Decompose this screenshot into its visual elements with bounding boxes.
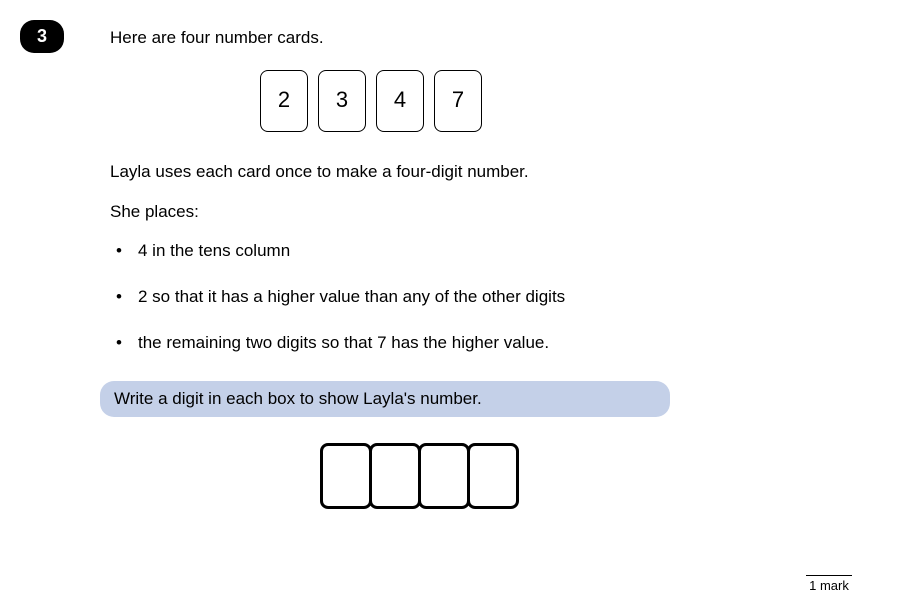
context-line-2: She places: xyxy=(110,200,800,224)
clue-item: 4 in the tens column xyxy=(110,239,800,263)
answer-box[interactable] xyxy=(320,443,372,509)
number-card: 4 xyxy=(376,70,424,132)
mark-rule xyxy=(806,575,852,576)
number-card: 7 xyxy=(434,70,482,132)
clue-item: the remaining two digits so that 7 has t… xyxy=(110,331,800,355)
number-card-row: 2 3 4 7 xyxy=(260,70,800,132)
mark-label: 1 mark xyxy=(809,578,849,593)
number-card: 2 xyxy=(260,70,308,132)
intro-text: Here are four number cards. xyxy=(110,26,800,50)
answer-box[interactable] xyxy=(467,443,519,509)
answer-box[interactable] xyxy=(418,443,470,509)
instruction-highlight: Write a digit in each box to show Layla'… xyxy=(100,381,670,417)
question-content: Here are four number cards. 2 3 4 7 Layl… xyxy=(110,26,800,509)
clue-item: 2 so that it has a higher value than any… xyxy=(110,285,800,309)
answer-box[interactable] xyxy=(369,443,421,509)
question-number-badge: 3 xyxy=(20,20,64,53)
clue-list: 4 in the tens column 2 so that it has a … xyxy=(110,239,800,354)
mark-allocation: 1 mark xyxy=(806,575,852,593)
number-card: 3 xyxy=(318,70,366,132)
answer-box-row xyxy=(320,443,800,509)
instruction-text: Write a digit in each box to show Layla'… xyxy=(114,389,482,408)
context-line-1: Layla uses each card once to make a four… xyxy=(110,160,800,184)
